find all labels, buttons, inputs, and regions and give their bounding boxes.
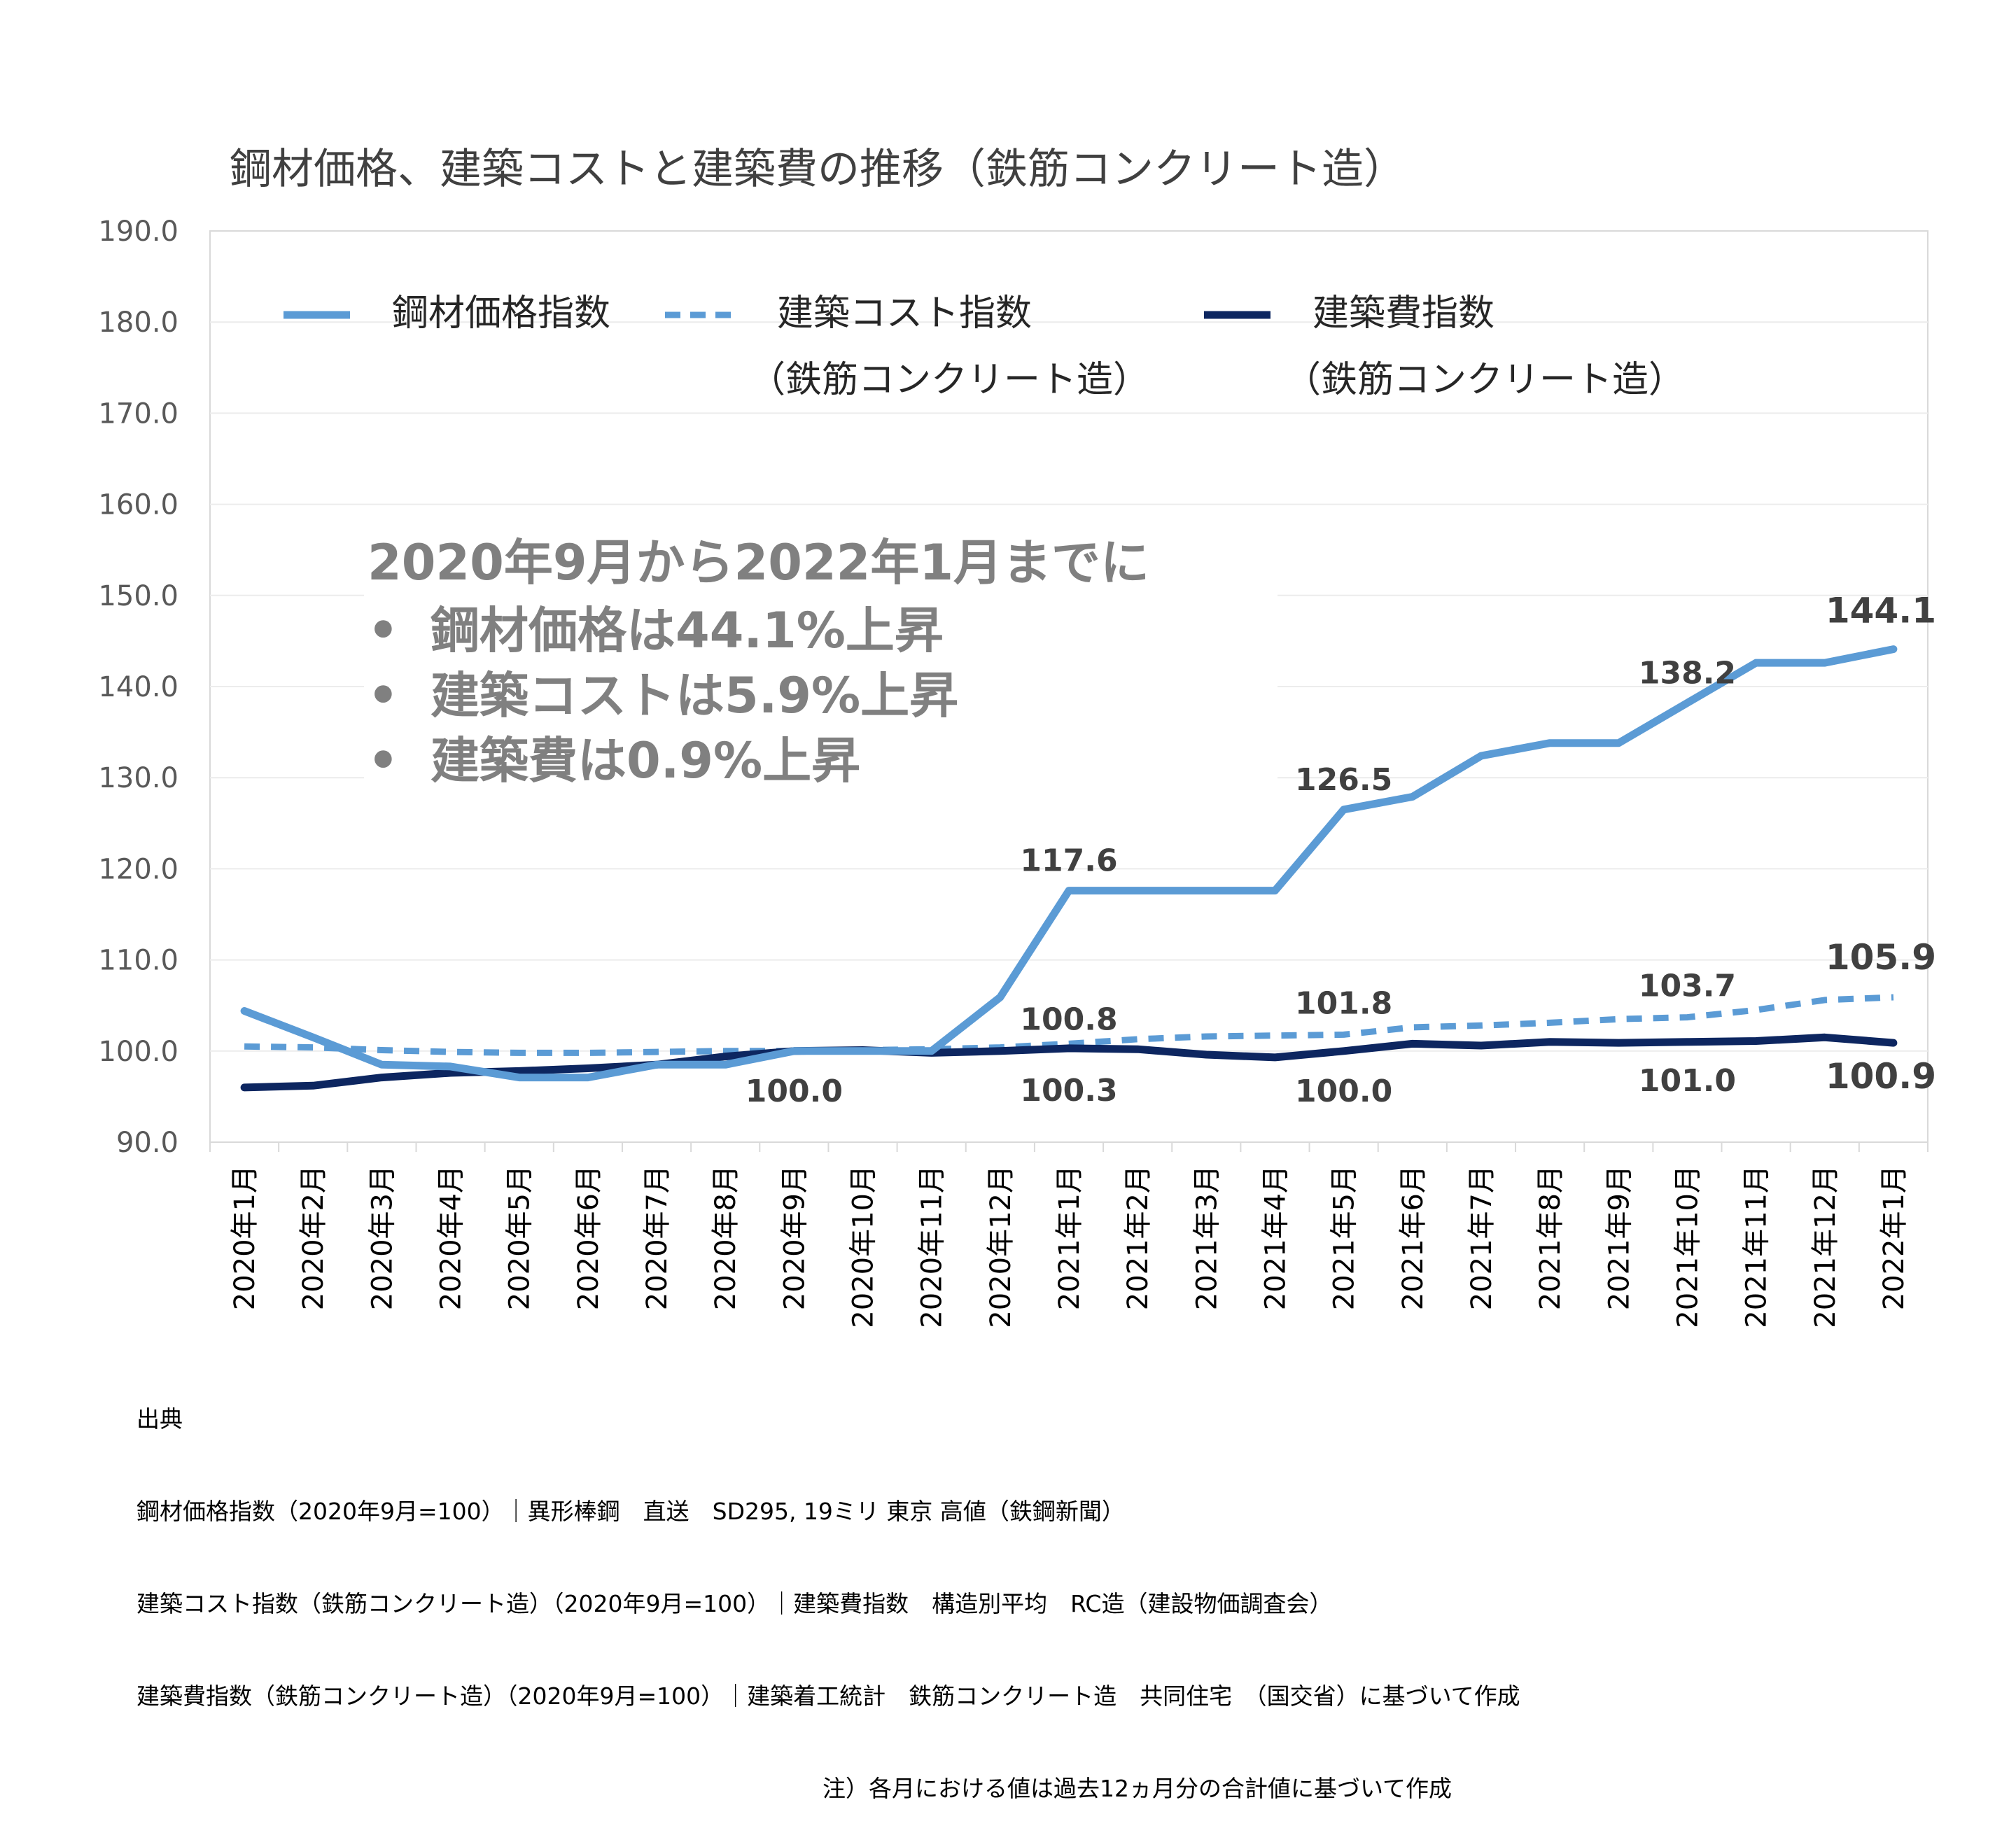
data-label: 100.8 — [1020, 1001, 1117, 1037]
source-line-steel: 鋼材価格指数（2020年9月=100）｜異形棒鋼 直送 SD295, 19ミリ … — [136, 1498, 1125, 1525]
y-tick-label: 180.0 — [98, 307, 178, 339]
source-heading: 出典 — [136, 1405, 183, 1433]
x-tick-label: 2021年6月 — [1397, 1165, 1429, 1310]
chart: 鋼材価格、建築コストと建築費の推移（鉄筋コンクリート造） 190.0180.01… — [98, 145, 1936, 1328]
x-tick-label: 2021年5月 — [1329, 1165, 1361, 1310]
source-line-cost: 建築コスト指数（鉄筋コンクリート造）（2020年9月=100）｜建築費指数 構造… — [136, 1590, 1333, 1617]
y-tick-label: 190.0 — [98, 216, 178, 248]
x-tick-label: 2021年7月 — [1466, 1165, 1498, 1310]
y-tick-label: 110.0 — [98, 945, 178, 977]
y-tick-label: 170.0 — [98, 398, 178, 430]
series-layer — [240, 645, 1898, 1092]
legend: 鋼材価格指数 建築コスト指数 （鉄筋コンクリート造） 建築費指数 （鉄筋コンクリート造） — [284, 293, 1685, 401]
callout-bullet-1: 建築コストは5.9%上昇 — [430, 667, 958, 724]
x-tick-label: 2021年3月 — [1191, 1165, 1223, 1310]
x-tick-label: 2021年9月 — [1603, 1165, 1635, 1310]
data-label: 101.8 — [1295, 985, 1392, 1021]
callout-bullet-mark: • — [368, 732, 399, 789]
x-tick-label: 2021年4月 — [1259, 1165, 1292, 1310]
data-label: 105.9 — [1826, 937, 1936, 978]
data-label: 100.3 — [1020, 1073, 1117, 1109]
legend-label-line2-2: （鉄筋コンクリート造） — [1284, 359, 1685, 401]
legend-label-0: 鋼材価格指数 — [392, 293, 610, 335]
callout-bullet-0: 鋼材価格は44.1%上昇 — [430, 602, 944, 659]
y-tick-label: 90.0 — [116, 1127, 178, 1159]
x-tick-label: 2021年8月 — [1534, 1165, 1567, 1310]
callout-bullet-mark: • — [368, 602, 399, 659]
y-tick-label: 150.0 — [98, 580, 178, 612]
x-tick-label: 2020年9月 — [778, 1165, 811, 1310]
data-label: 117.6 — [1020, 843, 1117, 879]
callout: 2020年9月から2022年1月までに • 鋼材価格は44.1%上昇 • 建築コストは5… — [364, 528, 1278, 798]
x-tick-label: 2020年5月 — [504, 1165, 536, 1310]
data-label: 103.7 — [1639, 969, 1736, 1004]
x-tick-label: 2020年2月 — [298, 1165, 330, 1310]
callout-bullet-mark: • — [368, 667, 399, 724]
x-axis-ticks: 2020年1月 2020年2月 2020年3月 2020年4月 2020年5月 2020年… — [209, 1141, 1928, 1328]
x-tick-label: 2020年8月 — [710, 1165, 742, 1310]
series-line-2 — [240, 1033, 1898, 1092]
x-tick-label: 2020年10月 — [848, 1165, 880, 1328]
y-tick-label: 140.0 — [98, 671, 178, 703]
data-labels: 117.6 126.5 138.2 144.1 100.8 101.8 103.7 105.9… — [746, 591, 1936, 1109]
data-label: 100.0 — [1295, 1074, 1392, 1109]
data-label: 101.0 — [1639, 1063, 1736, 1099]
x-tick-label: 2021年1月 — [1054, 1165, 1086, 1310]
x-tick-label: 2021年10月 — [1672, 1165, 1704, 1328]
data-label: 100.9 — [1826, 1056, 1936, 1097]
x-tick-label: 2020年11月 — [916, 1165, 948, 1328]
series-line-0 — [240, 645, 1898, 1082]
y-tick-label: 120.0 — [98, 853, 178, 885]
y-axis-ticks: 190.0 180.0 170.0 160.0 150.0 140.0 130.0 120.0… — [98, 216, 178, 1159]
source-note: 注）各月における値は過去12ヵ月分の合計値に基づいて作成 — [822, 1775, 1452, 1802]
callout-heading: 2020年9月から2022年1月までに — [368, 534, 1149, 591]
y-tick-label: 100.0 — [98, 1036, 178, 1068]
data-label: 100.0 — [746, 1074, 843, 1109]
legend-label-line2-1: （鉄筋コンクリート造） — [749, 359, 1149, 401]
source-line-construction: 建築費指数（鉄筋コンクリート造）（2020年9月=100）｜建築着工統計 鉄筋コ… — [136, 1682, 1520, 1710]
x-tick-label: 2021年12月 — [1809, 1165, 1842, 1328]
x-tick-label: 2020年12月 — [985, 1165, 1017, 1328]
legend-label-2: 建築費指数 — [1312, 293, 1494, 335]
data-label: 126.5 — [1295, 762, 1392, 798]
data-label: 144.1 — [1826, 591, 1936, 631]
y-tick-label: 130.0 — [98, 762, 178, 794]
x-tick-label: 2020年3月 — [366, 1165, 398, 1310]
legend-label-1: 建築コスト指数 — [777, 293, 1032, 335]
x-tick-label: 2020年7月 — [641, 1165, 673, 1310]
x-tick-label: 2020年1月 — [229, 1165, 261, 1310]
callout-backdrop — [364, 528, 1278, 798]
chart-title: 鋼材価格、建築コストと建築費の推移（鉄筋コンクリート造） — [230, 145, 1406, 194]
series-line-1 — [244, 994, 1894, 1056]
x-tick-label: 2020年6月 — [573, 1165, 605, 1310]
x-tick-label: 2022年1月 — [1878, 1165, 1910, 1310]
callout-bullet-2: 建築費は0.9%上昇 — [430, 732, 860, 789]
y-tick-label: 160.0 — [98, 489, 178, 521]
x-tick-label: 2021年11月 — [1741, 1165, 1773, 1328]
data-label: 138.2 — [1639, 655, 1736, 691]
x-tick-label: 2021年2月 — [1122, 1165, 1154, 1310]
source-notes: 出典 鋼材価格指数（2020年9月=100）｜異形棒鋼 直送 SD295, 19… — [136, 1342, 1520, 1835]
x-tick-label: 2020年4月 — [435, 1165, 468, 1310]
